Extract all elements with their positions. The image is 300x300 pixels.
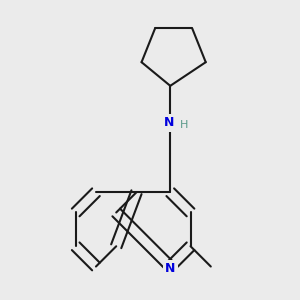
Text: H: H [180, 120, 189, 130]
Text: N: N [165, 262, 175, 275]
Text: N: N [164, 116, 174, 130]
